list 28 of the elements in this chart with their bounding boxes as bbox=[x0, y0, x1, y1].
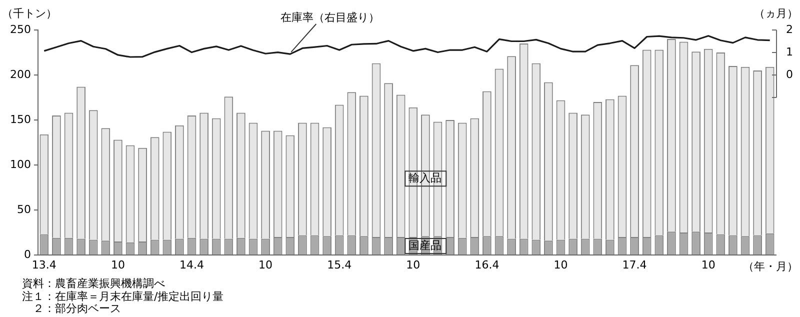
y2-axis-title: （ヵ月） bbox=[754, 6, 798, 20]
text: 資料：農畜産業振興機構調べ bbox=[22, 277, 166, 290]
x-tick-label: 16.4 bbox=[474, 258, 500, 272]
series-label: 輸入品 bbox=[408, 172, 442, 185]
x-axis-title: （年・月） bbox=[743, 260, 798, 273]
y-tick-label: 100 bbox=[10, 158, 31, 171]
x-tick-label: 10 bbox=[406, 258, 420, 272]
series-label: 国産品 bbox=[408, 238, 442, 252]
x-tick-label: 13.4 bbox=[32, 258, 56, 272]
x-tick-label: 17.4 bbox=[622, 258, 647, 272]
series-label: 在庫率（右目盛り） bbox=[280, 10, 380, 24]
y2-tick-label: 2 bbox=[786, 22, 793, 36]
text: 注１：在庫率＝月末在庫量/推定出回り量 bbox=[22, 290, 224, 302]
text: ２：部分肉ベース bbox=[32, 302, 122, 316]
y-tick-label: 150 bbox=[10, 112, 31, 126]
y-tick-label: 250 bbox=[10, 22, 31, 36]
y-tick-label: 200 bbox=[10, 68, 31, 81]
x-tick-label: 10 bbox=[554, 258, 568, 272]
x-tick-label: 14.4 bbox=[180, 258, 204, 272]
y2-tick-label: 1 bbox=[786, 45, 793, 58]
y-axis-title: （千トン） bbox=[2, 6, 57, 20]
x-tick-label: 10 bbox=[701, 258, 716, 272]
y-tick-label: 0 bbox=[24, 248, 31, 261]
x-tick-label: 10 bbox=[258, 258, 273, 272]
y-tick-label: 50 bbox=[17, 202, 31, 216]
x-tick-label: 15.4 bbox=[327, 258, 352, 272]
x-tick-label: 10 bbox=[110, 258, 125, 272]
y2-tick-label: 0 bbox=[786, 68, 793, 81]
